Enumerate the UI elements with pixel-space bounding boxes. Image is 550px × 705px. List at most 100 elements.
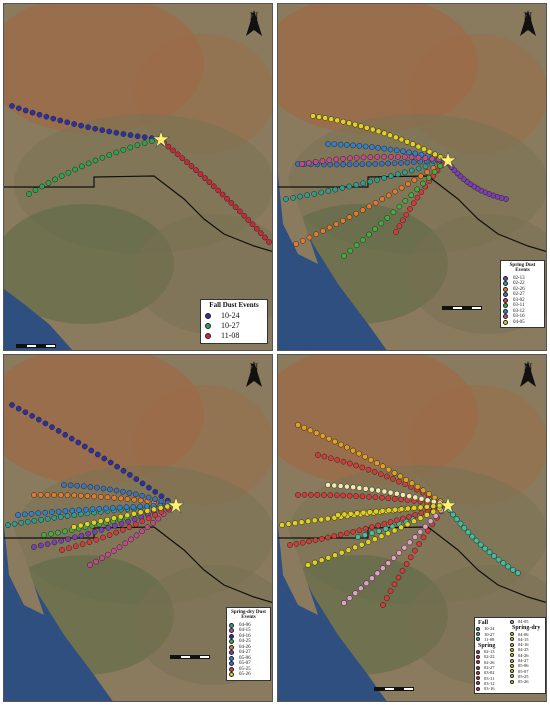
trajectory-point (126, 524, 133, 530)
trajectory-point (285, 521, 292, 527)
trajectory-point (339, 185, 346, 191)
trajectory-point (398, 160, 404, 166)
trajectory-point (320, 228, 326, 234)
trajectory-point (262, 234, 268, 241)
trajectory-point (71, 534, 78, 541)
trajectory-point (72, 166, 78, 173)
legend-item: 03-16 (476, 686, 510, 691)
trajectory-point (145, 515, 152, 522)
trajectory-point (5, 522, 11, 528)
trajectory-point (397, 473, 404, 480)
legend-item: 11-08 (205, 331, 263, 340)
trajectory-point (202, 175, 208, 181)
legend-item: 04-05 (510, 619, 544, 624)
trajectory-point (450, 511, 456, 518)
origin-star-icon (439, 151, 457, 169)
trajectory-point (85, 530, 91, 537)
trajectory-point (224, 195, 230, 202)
trajectory-point (381, 145, 388, 152)
legend-item: 04-06 (229, 622, 268, 628)
legend-dot (503, 314, 508, 319)
trajectory-point (64, 492, 71, 499)
trajectory-point (131, 496, 138, 503)
north-arrow-icon (520, 361, 536, 387)
legend-dot (510, 658, 514, 663)
trajectory-point (393, 147, 400, 154)
trajectory-point (313, 430, 320, 436)
trajectory-point (55, 529, 61, 536)
trajectory-point (401, 154, 408, 160)
legend-item: 04-25 (229, 639, 268, 644)
legend-dot (503, 281, 508, 286)
legend-dot (503, 303, 508, 308)
legend-item: 04-15 (229, 628, 268, 633)
trajectory-point (432, 513, 439, 519)
legend-dot (229, 666, 234, 672)
legend-dot (476, 670, 480, 675)
trajectory-point (332, 552, 338, 559)
trajectory-point (79, 541, 86, 548)
trajectory-point (372, 226, 378, 232)
trajectory-point (495, 556, 502, 563)
trajectory-point (346, 183, 353, 190)
trajectory-point (106, 532, 113, 538)
trajectory-point (36, 111, 43, 118)
trajectory-point (237, 208, 243, 215)
trajectory-point (340, 458, 347, 465)
trajectory-point (325, 534, 331, 541)
trajectory-point (353, 182, 360, 188)
trajectory-point (314, 492, 321, 498)
trajectory-point (312, 537, 319, 544)
trajectory-point (93, 536, 100, 543)
trajectory-point (350, 528, 356, 535)
legend-spring-dry: Spring-dry Dust Events 04-06 04-15 04-16 04… (226, 607, 271, 681)
trajectory-point (399, 217, 406, 224)
trajectory-point (110, 505, 116, 511)
trajectory-point (64, 513, 71, 519)
trajectory-point (127, 144, 134, 151)
trajectory-point (368, 144, 375, 150)
trajectory-point (55, 508, 62, 515)
trajectory-point (307, 427, 314, 434)
trajectory-point (132, 521, 139, 528)
legend-item: 05-26 (229, 672, 268, 677)
trajectory-point (117, 513, 124, 520)
trajectory-point (91, 519, 97, 526)
legend-item: 04-06 (510, 632, 544, 637)
trajectory-point (99, 127, 106, 133)
trajectory-point (341, 511, 348, 518)
trajectory-point (114, 463, 120, 470)
trajectory-point (385, 495, 392, 502)
trajectory-point (385, 530, 391, 537)
trajectory-point (366, 493, 372, 500)
trajectory-point (412, 494, 419, 501)
trajectory-point (465, 529, 472, 536)
trajectory-point (375, 144, 381, 151)
trajectory-point (104, 516, 111, 523)
trajectory-point (157, 505, 164, 511)
trajectory-point (515, 570, 521, 576)
trajectory-point (477, 541, 484, 548)
trajectory-point (411, 177, 418, 183)
legend-date: 05-25 (239, 666, 251, 672)
trajectory-point (390, 209, 397, 216)
trajectory-point (32, 187, 39, 194)
trajectory-point (51, 492, 57, 498)
legend-dot (476, 681, 480, 686)
trajectory-point (326, 157, 333, 164)
legend-item: 04-27 (229, 650, 268, 655)
trajectory-point (130, 503, 137, 510)
trajectory-point (424, 169, 430, 175)
trajectory-point (299, 161, 305, 167)
trajectory-point (510, 566, 516, 573)
trajectory-point (432, 151, 438, 158)
trajectory-point (319, 433, 326, 439)
legend-item: 03-12 (503, 308, 542, 314)
trajectory-point (61, 482, 67, 488)
north-arrow-icon (520, 10, 536, 36)
legend-item: 03-12 (476, 681, 510, 686)
trajectory-point (353, 493, 359, 499)
trajectory-point (356, 143, 363, 149)
trajectory-point (131, 510, 137, 517)
legend-dot (229, 672, 234, 677)
